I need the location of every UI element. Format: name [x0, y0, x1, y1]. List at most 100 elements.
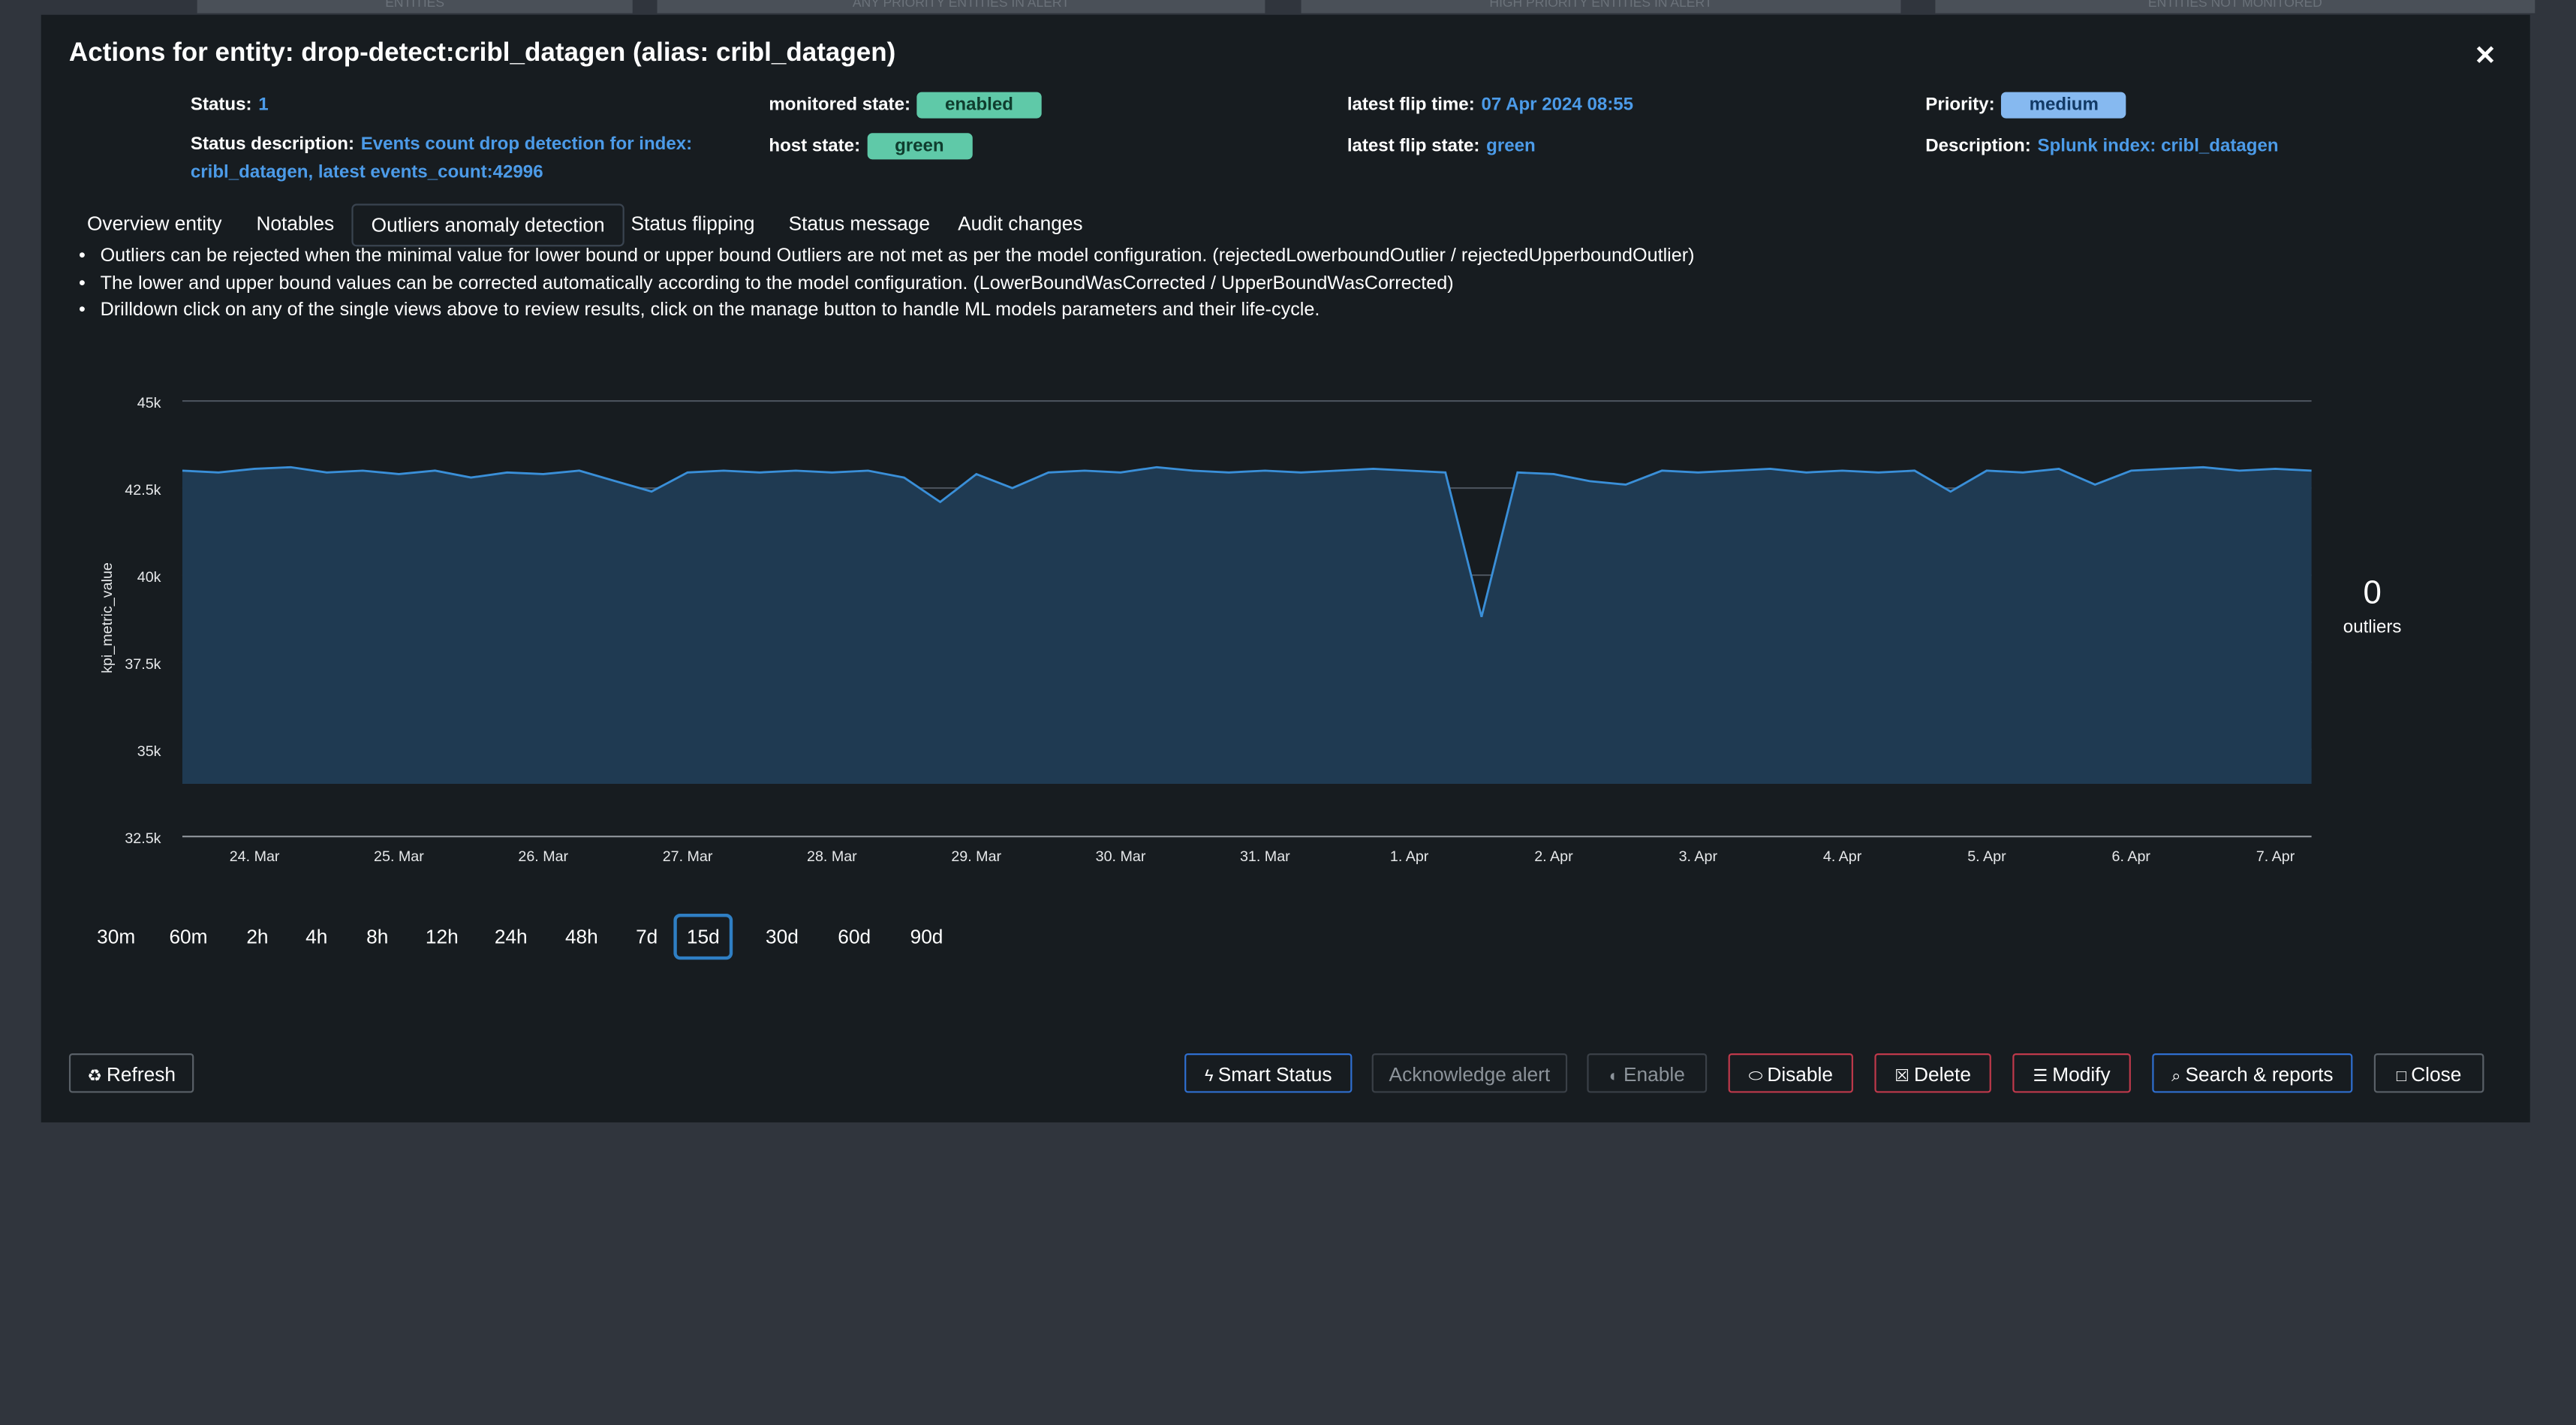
- background-tile: ENTITIES: [197, 0, 633, 14]
- status-field: latest flip time: 07 Apr 2024 08:55: [1347, 89, 1633, 118]
- time-range[interactable]: 15d: [673, 913, 733, 960]
- button[interactable]: ◐ Enable: [1587, 1053, 1708, 1093]
- button-label: Refresh: [106, 1063, 176, 1086]
- time-range[interactable]: 7d: [636, 925, 658, 948]
- status-field: latest flip state: green: [1347, 130, 1536, 159]
- time-range[interactable]: 60d: [838, 925, 871, 948]
- x-tick-label: 7. Apr: [2256, 848, 2295, 865]
- y-tick-label: 37.5k: [125, 656, 161, 673]
- time-range[interactable]: 90d: [910, 925, 943, 948]
- y-tick-label: 40k: [137, 569, 161, 586]
- field-label: monitored state:: [769, 95, 911, 116]
- time-range[interactable]: 2h: [246, 925, 269, 948]
- tab[interactable]: Outliers anomaly detection: [351, 203, 624, 247]
- note: • Outliers can be rejected when the minim…: [79, 246, 1694, 266]
- field-value: 07 Apr 2024 08:55: [1481, 95, 1634, 116]
- note-text: The lower and upper bound values can be …: [100, 273, 1454, 294]
- bullet: •: [79, 273, 86, 294]
- field-value: Splunk index: cribl_datagen: [2037, 136, 2279, 156]
- x-tick-label: 6. Apr: [2112, 848, 2151, 865]
- icon: ⌕: [2171, 1068, 2186, 1086]
- field-pill: medium: [2001, 92, 2127, 119]
- field-value: 1: [258, 95, 269, 116]
- field-pill: green: [866, 133, 972, 160]
- x-tick-label: 4. Apr: [1823, 848, 1862, 865]
- icon: ϟ: [1205, 1068, 1218, 1086]
- time-range[interactable]: 30d: [765, 925, 799, 948]
- tab[interactable]: Audit changes: [958, 212, 1083, 235]
- button-label: Close: [2411, 1063, 2462, 1086]
- button[interactable]: ⬭ Disable: [1728, 1053, 1853, 1093]
- background-tile: HIGH PRIORITY ENTITIES IN ALERT: [1301, 0, 1901, 14]
- button[interactable]: ϟ Smart Status: [1184, 1053, 1353, 1093]
- x-tick-label: 25. Mar: [374, 848, 424, 865]
- x-tick-label: 5. Apr: [1967, 848, 2006, 865]
- icon: ◐: [1608, 1068, 1624, 1086]
- field-label: Description:: [1925, 136, 2031, 156]
- field-label: latest flip time:: [1347, 95, 1475, 116]
- background-tile: ENTITIES NOT MONITORED: [1935, 0, 2535, 14]
- icon: ⬭: [1748, 1068, 1768, 1086]
- x-tick-label: 2. Apr: [1534, 848, 1573, 865]
- time-range[interactable]: 12h: [425, 925, 459, 948]
- button[interactable]: □ Close: [2373, 1053, 2484, 1093]
- button[interactable]: Acknowledge alert: [1371, 1053, 1568, 1093]
- bullet: •: [79, 300, 86, 321]
- close-x[interactable]: ✕: [2474, 42, 2496, 71]
- y-tick-label: 42.5k: [125, 482, 161, 499]
- button[interactable]: ♻ Refresh: [68, 1053, 194, 1093]
- field-label: Status:: [190, 95, 252, 116]
- x-tick-label: 30. Mar: [1096, 848, 1146, 865]
- field-label: Status description:: [190, 134, 354, 155]
- status-field: monitored state: enabled: [769, 89, 1042, 119]
- modal-title: Actions for entity: drop-detect:cribl_da…: [68, 39, 896, 68]
- icon: ☰: [2033, 1068, 2053, 1086]
- note-text: Outliers can be rejected when the minima…: [100, 246, 1695, 267]
- y-tick-label: 35k: [137, 743, 161, 760]
- y-tick-label: 32.5k: [125, 830, 161, 847]
- status-field: Description: Splunk index: cribl_datagen: [1925, 130, 2278, 159]
- button[interactable]: ☒ Delete: [1874, 1053, 1991, 1093]
- button-label: Search & reports: [2185, 1063, 2334, 1086]
- x-tick-label: 27. Mar: [663, 848, 713, 865]
- icon: □: [2396, 1068, 2412, 1086]
- line: [182, 465, 2312, 618]
- x-tick-label: 31. Mar: [1240, 848, 1290, 865]
- button-label: Delete: [1914, 1063, 1971, 1086]
- outliers-label: outliers: [2343, 617, 2402, 638]
- time-range[interactable]: 24h: [494, 925, 528, 948]
- area-fill: [182, 467, 2312, 785]
- field-value: Events count drop detection for index: c…: [190, 134, 693, 182]
- time-range[interactable]: 48h: [564, 925, 598, 948]
- field-label: host state:: [769, 136, 861, 156]
- tab[interactable]: Status message: [788, 212, 930, 235]
- tab[interactable]: Notables: [256, 212, 335, 235]
- field-pill: enabled: [916, 92, 1042, 119]
- background-tile: ANY PRIORITY ENTITIES IN ALERT: [657, 0, 1265, 14]
- x-tick-label: 26. Mar: [518, 848, 568, 865]
- time-range[interactable]: 8h: [366, 925, 389, 948]
- time-range[interactable]: 4h: [305, 925, 328, 948]
- bullet: •: [79, 246, 86, 267]
- tab[interactable]: Overview entity: [87, 212, 222, 235]
- note: • The lower and upper bound values can be…: [79, 273, 1454, 293]
- button[interactable]: ☰ Modify: [2012, 1053, 2131, 1093]
- icon: ☒: [1894, 1068, 1915, 1086]
- x-tick-label: 1. Apr: [1390, 848, 1429, 865]
- outliers-count: 0: [2363, 575, 2382, 612]
- status-field: host state: green: [769, 130, 972, 160]
- tab[interactable]: Status flipping: [630, 212, 755, 235]
- time-range[interactable]: 60m: [169, 925, 208, 948]
- field-value: green: [1486, 136, 1536, 156]
- x-tick-label: 28. Mar: [807, 848, 857, 865]
- note-text: Drilldown click on any of the single vie…: [100, 300, 1320, 321]
- button[interactable]: ⌕ Search & reports: [2152, 1053, 2353, 1093]
- icon: ♻: [87, 1068, 107, 1086]
- x-tick-label: 29. Mar: [951, 848, 1001, 865]
- time-range[interactable]: 30m: [97, 925, 136, 948]
- button-label: Acknowledge alert: [1389, 1063, 1551, 1086]
- x-tick-label: 24. Mar: [230, 848, 280, 865]
